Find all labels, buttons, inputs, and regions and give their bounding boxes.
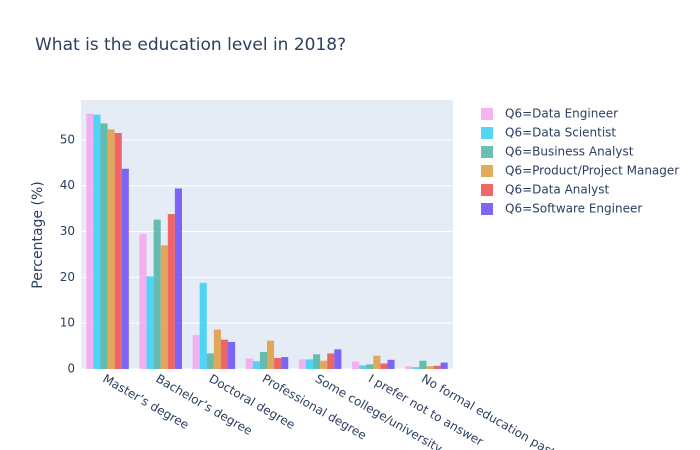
bar [327, 353, 335, 369]
bar [419, 360, 427, 369]
legend-label: Q6=Data Scientist [505, 126, 616, 140]
bar [146, 276, 154, 369]
bar [380, 363, 388, 369]
legend-swatch [481, 108, 493, 120]
bar [281, 357, 289, 369]
bar [433, 365, 441, 369]
bar [100, 123, 108, 370]
bar [259, 352, 267, 369]
bar [153, 219, 161, 369]
bar [245, 358, 253, 369]
y-tick-label: 30 [60, 224, 75, 238]
legend-label: Q6=Data Engineer [505, 107, 618, 121]
x-tick-label: No formal education past high school [419, 372, 620, 450]
bar [298, 359, 306, 369]
bar [405, 366, 413, 369]
legend-label: Q6=Software Engineer [505, 202, 642, 216]
legend-swatch [481, 184, 493, 196]
bar [373, 355, 381, 369]
bar [334, 349, 342, 369]
chart-title: What is the education level in 2018? [35, 35, 346, 55]
y-tick-label: 50 [60, 132, 75, 146]
bar [313, 354, 321, 369]
bar [359, 365, 367, 369]
bar [139, 233, 147, 369]
bar [192, 335, 200, 369]
x-tick-label: Bachelor’s degree [153, 372, 254, 438]
bar [274, 358, 282, 369]
legend-swatch [481, 127, 493, 139]
y-axis-title: Percentage (%) [30, 181, 46, 288]
bar [114, 132, 122, 369]
y-tick-label: 10 [60, 316, 75, 330]
bar [352, 361, 360, 369]
bar [107, 129, 115, 369]
legend-swatch [481, 146, 493, 158]
bar [93, 114, 101, 369]
bar [199, 282, 207, 369]
bar [86, 113, 94, 370]
legend-label: Q6=Product/Project Manager [505, 164, 679, 178]
bar [167, 214, 175, 369]
y-tick-label: 0 [67, 362, 75, 376]
bar [228, 341, 236, 369]
bar [160, 245, 168, 369]
bar [213, 329, 221, 369]
bar [121, 168, 129, 369]
legend-swatch [481, 165, 493, 177]
bar [305, 359, 314, 369]
legend-swatch [481, 203, 493, 215]
bar [320, 360, 328, 369]
bar [252, 361, 260, 369]
bar [412, 367, 420, 369]
legend-label: Q6=Business Analyst [505, 145, 634, 159]
bar [174, 188, 182, 369]
bar [206, 353, 214, 369]
bar [220, 339, 229, 369]
bar [387, 359, 395, 369]
y-tick-label: 40 [60, 178, 75, 192]
y-tick-label: 20 [60, 270, 75, 284]
bar [440, 362, 448, 369]
bar [426, 366, 434, 369]
bar [366, 364, 374, 369]
legend-label: Q6=Data Analyst [505, 183, 609, 197]
bar [267, 340, 275, 369]
